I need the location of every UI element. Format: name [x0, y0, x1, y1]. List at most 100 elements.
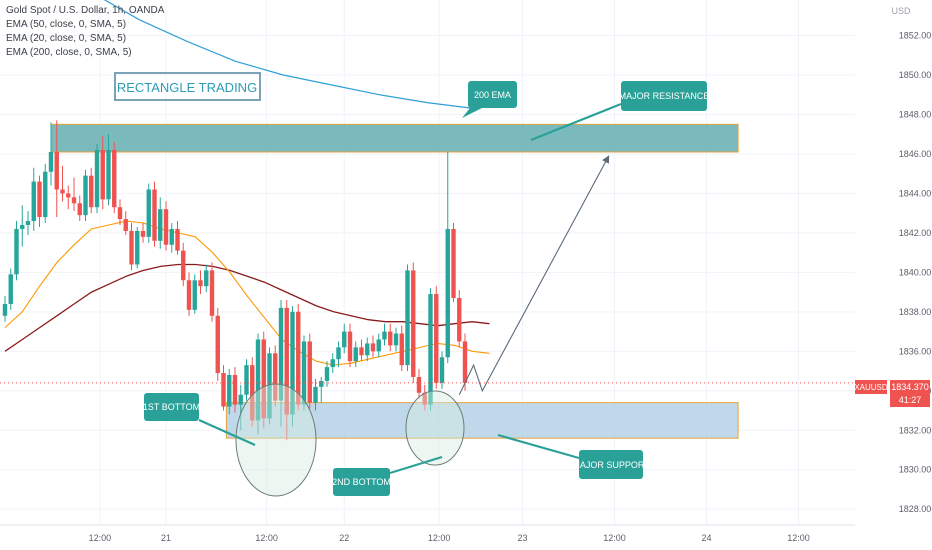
candle-body — [209, 270, 215, 316]
resistance-callout-text: MAJOR RESISTANCE — [619, 91, 710, 101]
candle-body — [20, 225, 25, 229]
candle — [94, 144, 100, 214]
legend-ema-200[interactable]: EMA (200, close, 0, SMA, 5) — [6, 47, 132, 58]
candle-body — [250, 365, 255, 421]
candle-body — [388, 331, 393, 346]
candle — [152, 181, 157, 247]
candle — [14, 221, 19, 281]
candle-body — [336, 347, 341, 360]
candle — [232, 367, 238, 413]
legend-ema-20[interactable]: EMA (20, close, 0, SMA, 5) — [6, 33, 127, 44]
support-callout-pointer — [497, 433, 580, 460]
support-callout[interactable]: MAJOR SUPPORT — [572, 450, 650, 479]
candle-body — [267, 353, 272, 419]
candle — [158, 197, 163, 249]
candle-body — [324, 367, 330, 381]
candle-body — [451, 228, 456, 299]
resistance-callout[interactable]: MAJOR RESISTANCE — [619, 81, 710, 111]
candle — [71, 177, 77, 212]
candle — [261, 331, 266, 429]
candle — [365, 337, 370, 362]
candle-body — [198, 280, 203, 287]
candle — [181, 242, 186, 287]
candle — [307, 333, 312, 409]
candle-body — [31, 181, 36, 222]
candle — [221, 365, 226, 411]
candle — [146, 183, 151, 243]
candle — [227, 369, 232, 415]
candle — [434, 286, 439, 389]
ema200-callout-text: 200 EMA — [474, 90, 511, 100]
candle-body — [313, 386, 318, 403]
candle — [106, 134, 111, 206]
candle — [330, 353, 335, 374]
candle — [393, 327, 399, 352]
candle-body — [307, 341, 312, 403]
resistance-callout-pointer — [530, 102, 622, 142]
legend-ema-50[interactable]: EMA (50, close, 0, SMA, 5) — [6, 19, 127, 30]
time-tick-label: 21 — [161, 533, 171, 543]
candle-body — [342, 331, 347, 348]
candle — [376, 333, 381, 358]
candle — [313, 378, 318, 411]
candle — [66, 185, 71, 210]
candle — [112, 142, 117, 214]
candle — [244, 359, 249, 401]
candle-body — [89, 175, 94, 208]
candle — [100, 136, 105, 210]
candle — [198, 270, 203, 295]
candle-body — [146, 189, 151, 237]
time-tick-label: 12:00 — [428, 533, 451, 543]
candle-body — [215, 315, 220, 374]
price-tick-label: 1852.00 — [899, 31, 932, 41]
candle-body — [393, 333, 399, 346]
last-price-label[interactable]: XAUUSD 1834.370 41:27 — [854, 380, 930, 407]
candle — [43, 163, 48, 224]
candle — [2, 296, 8, 322]
candle-body — [221, 373, 226, 407]
candle — [439, 351, 445, 389]
resistance-zone — [50, 123, 739, 153]
candle-body — [14, 228, 19, 275]
candle — [250, 357, 255, 427]
candle-body — [416, 376, 422, 393]
candle — [336, 341, 341, 368]
candle-body — [123, 219, 128, 231]
candle-body — [158, 209, 163, 241]
candle — [192, 274, 197, 314]
candle-body — [204, 270, 209, 287]
time-tick-label: 22 — [339, 533, 349, 543]
candle — [123, 211, 128, 235]
candle-body — [261, 339, 266, 419]
candle — [347, 323, 353, 368]
candle-body — [66, 193, 71, 198]
candle-body — [278, 307, 284, 401]
candle — [129, 223, 134, 271]
candle-body — [129, 230, 134, 265]
candle-body — [457, 298, 462, 342]
symbol-title[interactable]: Gold Spot / U.S. Dollar, 1h, OANDA — [6, 5, 165, 16]
ema200-callout[interactable]: 200 EMA — [468, 81, 517, 108]
candle-body — [359, 347, 364, 356]
first-bottom-pointer — [198, 418, 256, 447]
candle-body — [192, 280, 197, 310]
price-tick-label: 1836.00 — [899, 346, 932, 356]
candle — [238, 384, 243, 431]
price-tick-label: 1846.00 — [899, 149, 932, 159]
candle — [273, 345, 278, 407]
candle — [186, 272, 192, 316]
candle-body — [434, 294, 439, 383]
candle-body — [290, 311, 295, 415]
rectangle-trading-label[interactable]: RECTANGLE TRADING — [114, 72, 261, 101]
candle — [60, 165, 65, 202]
candle-body — [439, 357, 445, 383]
ema200-callout-pointer — [462, 108, 482, 118]
candle-body — [232, 375, 238, 405]
first-bottom-callout[interactable]: 1ST BOTTOM — [143, 393, 200, 421]
time-tick-label: 24 — [701, 533, 711, 543]
second-bottom-callout[interactable]: 2ND BOTTOM — [332, 468, 391, 496]
candle — [135, 226, 140, 269]
candle — [416, 369, 422, 399]
candle — [462, 333, 468, 391]
